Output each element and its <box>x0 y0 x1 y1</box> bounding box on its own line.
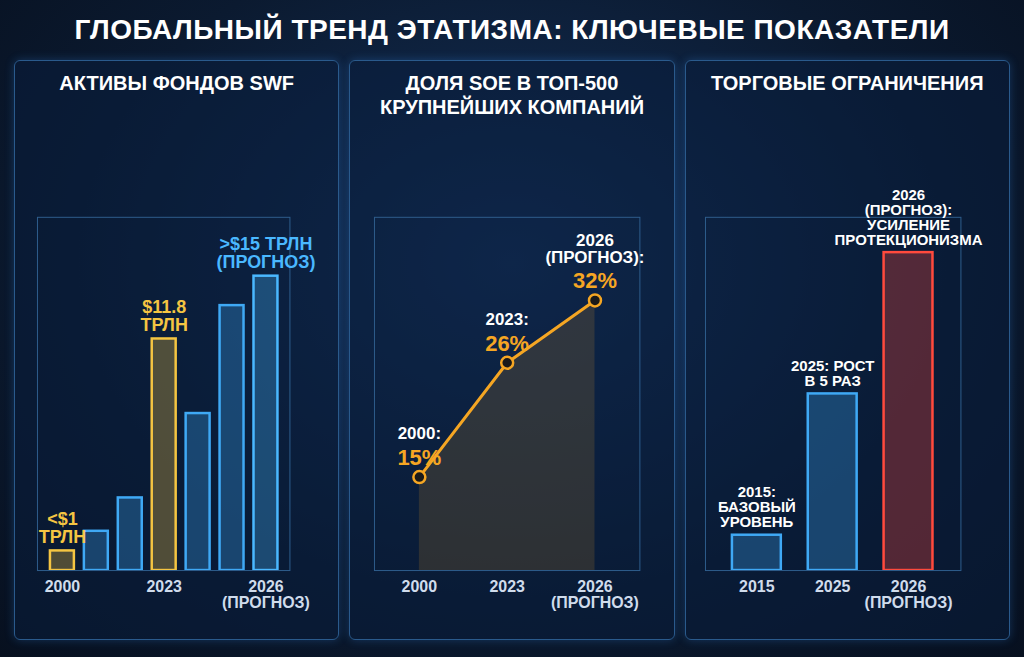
svg-text:2023: 2023 <box>490 578 526 595</box>
svg-text:2000:: 2000: <box>398 424 441 443</box>
svg-text:2015: 2015 <box>739 578 775 595</box>
svg-text:<$1ТРЛН: <$1ТРЛН <box>39 509 86 547</box>
html-text:ДОЛЯ SOE В ТОП-500 КРУПНЕЙШИХ: ДОЛЯ SOE В ТОП-500 КРУПНЕЙШИХ КОМПАНИЙ <box>380 72 644 118</box>
svg-text:2025: 2025 <box>815 578 851 595</box>
svg-text:26%: 26% <box>486 331 530 356</box>
svg-text:2026(ПРОГНОЗ): 2026(ПРОГНОЗ) <box>222 578 310 611</box>
svg-text:2026(ПРОГНОЗ): 2026(ПРОГНОЗ) <box>864 578 952 611</box>
html-text:ГЛОБАЛЬНЫЙ ТРЕНД ЭТАТИЗМА: КЛЮ: ГЛОБАЛЬНЫЙ ТРЕНД ЭТАТИЗМА: КЛЮЧЕВЫЕ ПОКА… <box>74 14 950 45</box>
svg-text:2026(ПРОГНОЗ): 2026(ПРОГНОЗ) <box>551 578 639 611</box>
svg-text:2023:: 2023: <box>486 310 529 329</box>
html-text:АКТИВЫ ФОНДОВ SWF: АКТИВЫ ФОНДОВ SWF <box>59 72 294 94</box>
html-text:ТОРГОВЫЕ ОГРАНИЧЕНИЯ: ТОРГОВЫЕ ОГРАНИЧЕНИЯ <box>711 72 984 94</box>
svg-text:2000: 2000 <box>45 578 81 595</box>
svg-text:32%: 32% <box>573 268 617 293</box>
svg-text:2026(ПРОГНОЗ):УСИЛЕНИЕПРОТЕКЦИ: 2026(ПРОГНОЗ):УСИЛЕНИЕПРОТЕКЦИОНИЗМА <box>834 186 982 248</box>
svg-text:2000: 2000 <box>402 578 438 595</box>
svg-text:2026(ПРОГНОЗ):: 2026(ПРОГНОЗ): <box>546 231 645 267</box>
svg-text:2025: РОСТВ 5 РАЗ: 2025: РОСТВ 5 РАЗ <box>791 357 874 389</box>
svg-text:2023: 2023 <box>146 578 182 595</box>
svg-text:$11.8ТРЛН: $11.8ТРЛН <box>141 297 188 335</box>
svg-text:15%: 15% <box>398 445 442 470</box>
svg-text:2015:БАЗОВЫЙУРОВЕНЬ: 2015:БАЗОВЫЙУРОВЕНЬ <box>718 483 796 530</box>
svg-text:>$15 ТРЛН(ПРОГНОЗ): >$15 ТРЛН(ПРОГНОЗ) <box>217 234 316 272</box>
